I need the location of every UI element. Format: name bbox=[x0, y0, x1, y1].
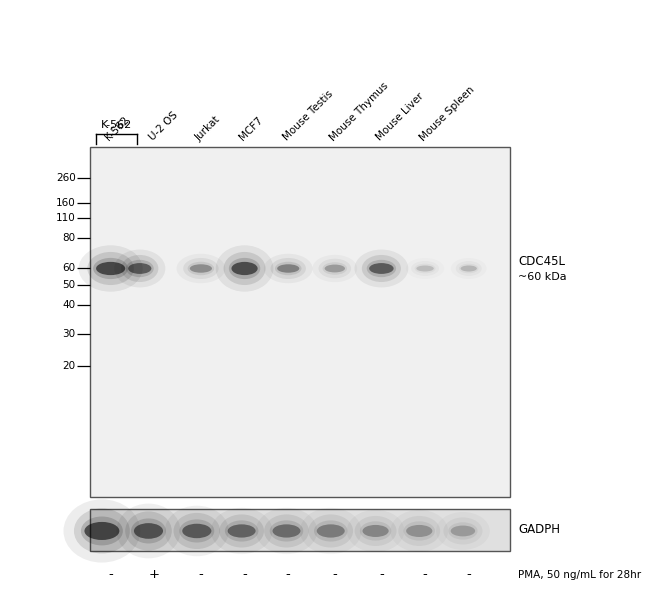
Bar bbox=[90, 147, 510, 497]
Text: Jurkat: Jurkat bbox=[194, 114, 222, 143]
Ellipse shape bbox=[275, 262, 302, 275]
Ellipse shape bbox=[116, 503, 181, 559]
Text: -: - bbox=[286, 568, 291, 582]
Ellipse shape bbox=[125, 512, 172, 550]
Text: 30: 30 bbox=[62, 329, 75, 339]
Ellipse shape bbox=[404, 521, 435, 541]
Ellipse shape bbox=[216, 245, 274, 291]
Ellipse shape bbox=[231, 262, 257, 275]
Ellipse shape bbox=[355, 516, 396, 546]
Bar bbox=[90, 509, 510, 551]
Text: K-562: K-562 bbox=[101, 120, 132, 130]
Text: +: + bbox=[149, 568, 160, 582]
Text: GADPH: GADPH bbox=[518, 523, 560, 536]
Ellipse shape bbox=[317, 524, 345, 538]
Ellipse shape bbox=[79, 245, 142, 291]
Ellipse shape bbox=[354, 249, 408, 287]
Text: PMA, 50 ng/mL for 28hr: PMA, 50 ng/mL for 28hr bbox=[518, 570, 642, 580]
Text: 260: 260 bbox=[56, 173, 75, 182]
Text: 20: 20 bbox=[62, 361, 75, 371]
Text: Mouse Testis: Mouse Testis bbox=[281, 89, 335, 143]
Ellipse shape bbox=[121, 255, 159, 282]
Ellipse shape bbox=[64, 499, 140, 562]
Ellipse shape bbox=[87, 252, 134, 285]
Ellipse shape bbox=[134, 523, 163, 539]
Text: Mouse Liver: Mouse Liver bbox=[374, 92, 426, 143]
Ellipse shape bbox=[406, 525, 432, 537]
Ellipse shape bbox=[219, 514, 264, 548]
Text: K-562: K-562 bbox=[103, 115, 131, 143]
Ellipse shape bbox=[84, 522, 120, 540]
Ellipse shape bbox=[461, 265, 477, 272]
Ellipse shape bbox=[190, 264, 212, 273]
Text: MCF7: MCF7 bbox=[237, 115, 265, 143]
Text: -: - bbox=[466, 568, 471, 582]
Text: 80: 80 bbox=[62, 234, 75, 243]
Ellipse shape bbox=[93, 258, 128, 279]
Ellipse shape bbox=[182, 524, 211, 538]
Ellipse shape bbox=[227, 524, 255, 538]
Ellipse shape bbox=[131, 518, 166, 544]
Ellipse shape bbox=[211, 508, 272, 554]
Ellipse shape bbox=[81, 517, 123, 545]
Ellipse shape bbox=[74, 508, 130, 554]
Ellipse shape bbox=[417, 265, 434, 272]
Ellipse shape bbox=[125, 260, 153, 277]
Text: 110: 110 bbox=[56, 213, 75, 223]
Ellipse shape bbox=[322, 262, 347, 275]
Text: -: - bbox=[422, 568, 428, 582]
Ellipse shape bbox=[174, 513, 220, 549]
Ellipse shape bbox=[270, 520, 304, 542]
Text: -: - bbox=[198, 568, 203, 582]
Ellipse shape bbox=[314, 520, 348, 542]
Text: CDC45L: CDC45L bbox=[518, 255, 566, 268]
Text: 50: 50 bbox=[62, 280, 75, 290]
Text: U-2 OS: U-2 OS bbox=[148, 110, 180, 143]
Text: Mouse Thymus: Mouse Thymus bbox=[328, 80, 390, 143]
Ellipse shape bbox=[448, 523, 478, 539]
Ellipse shape bbox=[270, 258, 306, 279]
Ellipse shape bbox=[367, 260, 396, 277]
Ellipse shape bbox=[363, 525, 389, 537]
Text: -: - bbox=[379, 568, 384, 582]
Ellipse shape bbox=[369, 263, 394, 274]
Ellipse shape bbox=[324, 264, 345, 272]
Ellipse shape bbox=[128, 263, 151, 274]
Ellipse shape bbox=[96, 262, 125, 275]
Ellipse shape bbox=[362, 255, 401, 282]
Text: -: - bbox=[242, 568, 247, 582]
Text: -: - bbox=[109, 568, 113, 582]
Text: Mouse Spleen: Mouse Spleen bbox=[418, 84, 476, 143]
Ellipse shape bbox=[183, 258, 218, 279]
Text: -: - bbox=[332, 568, 337, 582]
Ellipse shape bbox=[188, 262, 214, 275]
Ellipse shape bbox=[272, 524, 300, 538]
Ellipse shape bbox=[229, 258, 260, 279]
Ellipse shape bbox=[360, 521, 391, 541]
Ellipse shape bbox=[308, 514, 353, 548]
Text: 60: 60 bbox=[62, 263, 75, 273]
Ellipse shape bbox=[114, 249, 165, 287]
Ellipse shape bbox=[225, 520, 259, 542]
Ellipse shape bbox=[264, 514, 309, 548]
Ellipse shape bbox=[179, 520, 214, 542]
Ellipse shape bbox=[277, 264, 299, 273]
Ellipse shape bbox=[165, 506, 229, 556]
Text: 160: 160 bbox=[56, 199, 75, 208]
Text: ~60 kDa: ~60 kDa bbox=[518, 272, 567, 282]
Ellipse shape bbox=[224, 252, 265, 285]
Ellipse shape bbox=[450, 526, 475, 536]
Text: 40: 40 bbox=[62, 300, 75, 309]
